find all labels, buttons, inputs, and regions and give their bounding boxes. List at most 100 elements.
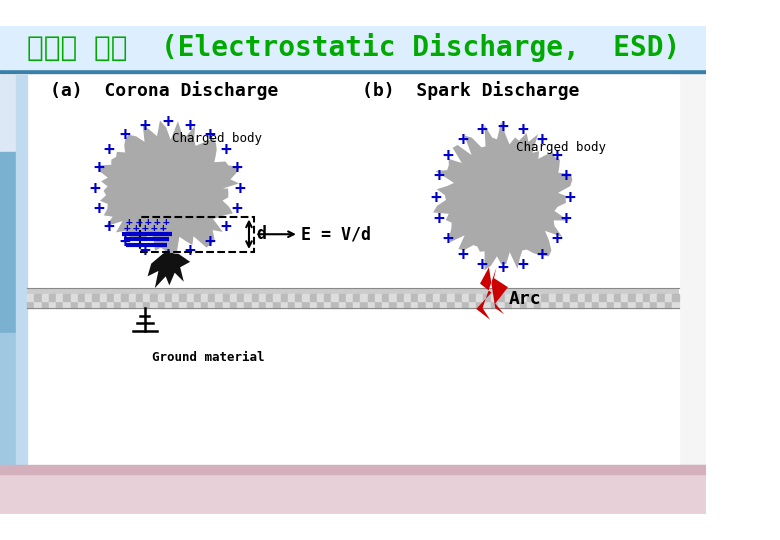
- Bar: [0, 62, 706, 69]
- Bar: [281, 301, 288, 308]
- Bar: [34, 294, 41, 301]
- Text: +: +: [221, 140, 232, 159]
- Text: +: +: [430, 188, 441, 207]
- Text: +: +: [90, 179, 101, 198]
- Bar: [266, 301, 274, 308]
- Bar: [16, 76, 27, 464]
- Bar: [129, 301, 136, 308]
- Text: +: +: [140, 242, 151, 260]
- Bar: [548, 294, 556, 301]
- Text: +: +: [204, 233, 215, 251]
- Bar: [570, 294, 578, 301]
- Text: Charged body: Charged body: [172, 132, 262, 145]
- Bar: [27, 294, 34, 301]
- Bar: [339, 294, 346, 301]
- Bar: [85, 301, 92, 308]
- Bar: [0, 25, 706, 62]
- Bar: [519, 294, 527, 301]
- Polygon shape: [147, 254, 190, 288]
- Bar: [629, 301, 636, 308]
- Bar: [382, 294, 389, 301]
- Bar: [34, 301, 41, 308]
- Bar: [672, 301, 679, 308]
- Bar: [556, 301, 563, 308]
- Text: Charged body: Charged body: [516, 141, 606, 154]
- Bar: [629, 294, 636, 301]
- Text: +: +: [518, 122, 529, 139]
- Text: +: +: [140, 117, 151, 134]
- Bar: [107, 301, 114, 308]
- Bar: [578, 301, 585, 308]
- Bar: [100, 301, 107, 308]
- Bar: [208, 294, 215, 301]
- Bar: [332, 301, 339, 308]
- Text: +: +: [135, 217, 142, 227]
- Bar: [63, 301, 71, 308]
- Bar: [433, 294, 440, 301]
- Bar: [122, 301, 129, 308]
- Text: +: +: [231, 159, 242, 177]
- Bar: [223, 301, 230, 308]
- Bar: [614, 301, 621, 308]
- Text: +: +: [162, 217, 169, 227]
- Bar: [527, 294, 534, 301]
- Bar: [230, 294, 237, 301]
- Text: +: +: [104, 218, 115, 237]
- Bar: [592, 294, 599, 301]
- Bar: [151, 294, 158, 301]
- Bar: [426, 301, 433, 308]
- Text: +: +: [497, 259, 508, 277]
- Bar: [426, 294, 433, 301]
- Text: +: +: [497, 118, 508, 136]
- Bar: [158, 294, 165, 301]
- Text: +: +: [235, 179, 246, 198]
- Bar: [0, 39, 452, 44]
- Text: +: +: [434, 167, 444, 185]
- Text: +: +: [184, 117, 195, 134]
- Bar: [140, 217, 254, 252]
- Text: +: +: [231, 200, 242, 218]
- Bar: [396, 294, 404, 301]
- Text: +: +: [221, 218, 232, 237]
- Text: +: +: [537, 131, 548, 150]
- Text: Arc: Arc: [509, 290, 541, 308]
- Bar: [49, 301, 56, 308]
- Bar: [658, 294, 665, 301]
- Bar: [375, 294, 382, 301]
- Bar: [556, 294, 563, 301]
- Bar: [324, 301, 331, 308]
- Bar: [534, 301, 541, 308]
- Text: +: +: [133, 224, 139, 233]
- Bar: [621, 294, 629, 301]
- Text: +: +: [561, 167, 572, 185]
- Bar: [179, 294, 186, 301]
- Bar: [440, 294, 447, 301]
- Bar: [519, 301, 527, 308]
- Bar: [215, 301, 223, 308]
- Bar: [0, 76, 27, 464]
- Bar: [303, 294, 310, 301]
- Bar: [375, 301, 382, 308]
- Bar: [208, 301, 215, 308]
- Bar: [41, 301, 49, 308]
- Bar: [27, 301, 34, 308]
- Bar: [259, 294, 266, 301]
- Bar: [665, 294, 672, 301]
- Bar: [534, 294, 541, 301]
- Bar: [0, 25, 706, 69]
- Bar: [469, 301, 477, 308]
- Text: (b)  Spark Discharge: (b) Spark Discharge: [362, 81, 580, 100]
- Bar: [440, 301, 447, 308]
- Bar: [317, 294, 324, 301]
- Bar: [484, 294, 491, 301]
- Bar: [71, 294, 78, 301]
- Bar: [92, 301, 100, 308]
- Text: +: +: [458, 131, 469, 150]
- Bar: [382, 301, 389, 308]
- Text: +: +: [119, 233, 130, 251]
- Bar: [592, 301, 599, 308]
- Bar: [360, 294, 367, 301]
- Bar: [223, 294, 230, 301]
- Polygon shape: [122, 215, 167, 235]
- Text: +: +: [119, 126, 130, 144]
